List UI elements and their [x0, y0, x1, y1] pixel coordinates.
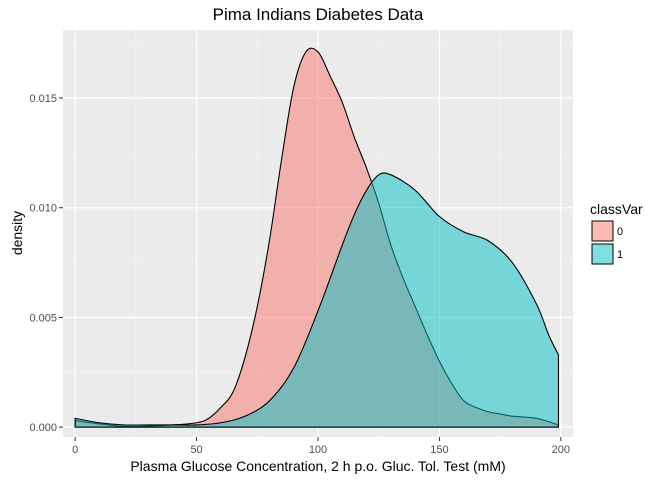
- x-tick-label: 50: [190, 444, 202, 456]
- y-tick-label: 0.005: [29, 312, 57, 324]
- legend-label-0: 0: [617, 226, 623, 238]
- legend-key-0: [591, 220, 614, 242]
- legend-label-1: 1: [617, 249, 623, 261]
- legend-key-1: [591, 243, 614, 265]
- y-axis-title: density: [9, 211, 25, 255]
- x-tick-label: 150: [430, 444, 448, 456]
- y-axis-ticks: 0.000 0.005 0.010 0.015: [29, 93, 63, 434]
- x-tick-label: 200: [552, 444, 570, 456]
- y-tick-label: 0.000: [29, 422, 57, 434]
- density-area-class-1: [74, 172, 559, 428]
- x-tick-label: 0: [72, 444, 78, 456]
- y-tick-label: 0.010: [29, 203, 57, 215]
- chart-title: Pima Indians Diabetes Data: [213, 5, 424, 24]
- legend-title: classVar: [590, 201, 643, 217]
- x-axis-title: Plasma Glucose Concentration, 2 h p.o. G…: [130, 458, 505, 474]
- density-areas: [74, 47, 559, 428]
- x-axis-ticks: 0 50 100 150 200: [72, 437, 570, 456]
- y-tick-label: 0.015: [29, 93, 57, 105]
- x-tick-label: 100: [309, 444, 327, 456]
- legend: classVar 0 1: [590, 201, 643, 265]
